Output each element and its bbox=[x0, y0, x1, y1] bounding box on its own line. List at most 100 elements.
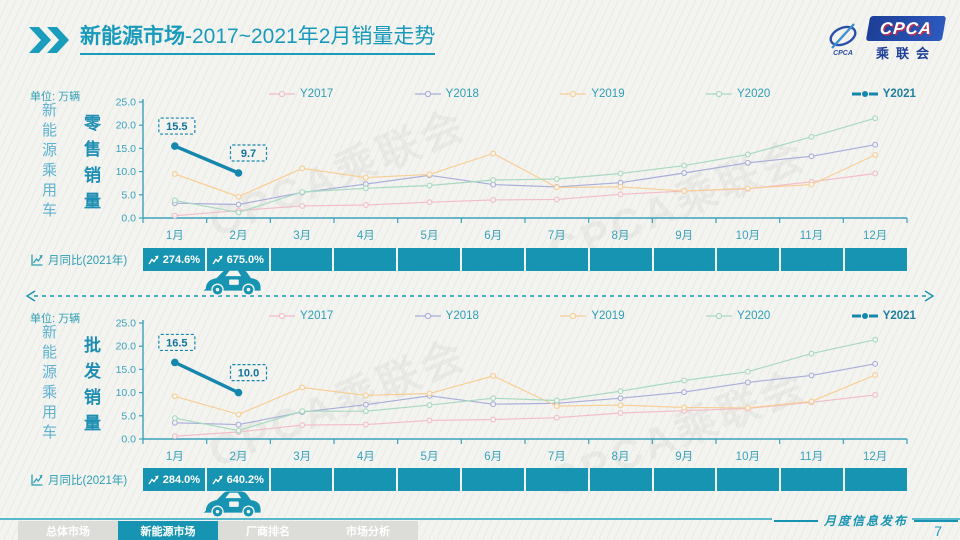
data-point-Y2020 bbox=[490, 177, 497, 183]
x-tick-label: 8月 bbox=[612, 451, 630, 463]
data-point-Y2019 bbox=[299, 165, 306, 172]
data-point-Y2020 bbox=[171, 415, 178, 422]
y-tick-label: 15.0 bbox=[116, 143, 137, 155]
series-line-Y2019 bbox=[174, 152, 876, 198]
measure-label-retail: 零售销量 bbox=[81, 114, 100, 218]
data-point-Y2017 bbox=[553, 196, 560, 203]
y-tick-label: 25.0 bbox=[116, 318, 137, 330]
data-point-Y2017 bbox=[362, 202, 369, 208]
data-point-Y2021 bbox=[171, 358, 179, 367]
data-point-Y2017 bbox=[299, 202, 306, 209]
cpca-logo-box: CPCA bbox=[865, 16, 947, 41]
data-label: 15.5 bbox=[166, 121, 187, 133]
yoy-label-text: 月同比(2021年) bbox=[48, 475, 128, 487]
trend-up-icon bbox=[148, 475, 159, 484]
legend-label: Y2021 bbox=[882, 310, 916, 322]
page-title-bold: 新能源市场 bbox=[80, 25, 185, 48]
cpca-swoosh-icon bbox=[829, 23, 857, 49]
data-point-Y2019 bbox=[808, 398, 815, 405]
header: 新能源市场-2017~2021年2月销量走势 bbox=[28, 24, 436, 56]
yoy-cell bbox=[717, 248, 780, 271]
footer-tab-3[interactable]: 厂商排名 bbox=[246, 525, 290, 538]
footer-tab-4[interactable]: 市场分析 bbox=[346, 525, 390, 538]
x-tick-label: 12月 bbox=[863, 451, 887, 463]
trend-up-icon bbox=[148, 255, 159, 264]
data-point-Y2019 bbox=[617, 402, 624, 409]
footer-tab-1[interactable]: 总体市场 bbox=[46, 525, 90, 538]
unit-label-wholesale: 单位: 万辆 bbox=[30, 313, 81, 325]
legend-swatch-Y2021 bbox=[851, 313, 878, 319]
data-point-Y2018 bbox=[681, 389, 688, 396]
trend-up-icon bbox=[211, 255, 223, 264]
data-point-Y2018 bbox=[235, 421, 242, 428]
data-point-Y2020 bbox=[617, 170, 624, 177]
yoy-cell bbox=[398, 468, 461, 491]
data-point-Y2019 bbox=[299, 384, 306, 391]
x-tick-label: 9月 bbox=[675, 451, 693, 463]
data-point-Y2017 bbox=[617, 410, 624, 416]
yoy-cell bbox=[781, 468, 844, 491]
footer-divider bbox=[0, 518, 772, 520]
legend-label: Y2021 bbox=[882, 88, 916, 100]
data-point-Y2018 bbox=[872, 141, 879, 148]
yoy-cell bbox=[717, 468, 780, 491]
legend-swatch-Y2019 bbox=[560, 312, 587, 320]
data-point-Y2019 bbox=[553, 403, 560, 410]
page-number: 7 bbox=[934, 523, 942, 539]
footer-tab-2[interactable]: 新能源市场 bbox=[118, 521, 218, 540]
legend-item-Y2017: Y2017 bbox=[268, 310, 333, 322]
yoy-cell: 675.0% bbox=[206, 248, 269, 271]
data-point-Y2019 bbox=[426, 171, 433, 178]
data-point-Y2019 bbox=[681, 404, 688, 411]
y-tick-label: 20.0 bbox=[116, 341, 137, 353]
retail-line-chart: 25.0 20.0 15.0 10.0 5.0 0.0 1月 2月 3月 4月 5月 6月 7月 8月 9月… bbox=[116, 97, 908, 242]
data-label-box bbox=[158, 333, 196, 352]
data-point-Y2018 bbox=[362, 401, 369, 408]
data-point-Y2020 bbox=[872, 115, 879, 122]
publication-text: 月度信息发布 bbox=[823, 514, 908, 528]
trend-chart-icon bbox=[31, 254, 43, 266]
data-point-Y2021 bbox=[234, 169, 243, 177]
yoy-cell: 640.2% bbox=[206, 468, 269, 491]
data-point-Y2019 bbox=[744, 185, 751, 192]
data-point-Y2018 bbox=[872, 360, 879, 367]
yoy-value: 284.0% bbox=[162, 473, 201, 486]
wholesale-line-chart: 25.0 20.0 15.0 10.0 5.0 0.0 1月 2月 3月 4月 5月 6月 7月 8月 9月… bbox=[116, 318, 908, 463]
legend-swatch-Y2017 bbox=[269, 312, 295, 320]
data-label: 16.5 bbox=[166, 337, 187, 349]
group-label-wholesale: 新能源乘用车 bbox=[40, 324, 57, 444]
data-point-Y2020 bbox=[553, 176, 560, 182]
data-label-box bbox=[158, 117, 196, 135]
legend-swatch-Y2017 bbox=[269, 90, 295, 98]
yoy-cell bbox=[525, 248, 588, 271]
data-point-Y2020 bbox=[235, 427, 242, 434]
y-tick-label: 5.0 bbox=[121, 410, 136, 422]
car-icon bbox=[203, 491, 261, 518]
legend-swatch-Y2020 bbox=[706, 90, 733, 98]
data-point-Y2018 bbox=[490, 401, 497, 408]
data-point-Y2017 bbox=[553, 414, 560, 421]
data-label-box bbox=[229, 144, 268, 162]
measure-label-wholesale: 批发销量 bbox=[81, 336, 100, 440]
x-tick-label: 2月 bbox=[230, 230, 248, 242]
yoy-label-wholesale: 月同比(2021年) bbox=[30, 472, 127, 488]
data-point-Y2018 bbox=[681, 170, 688, 176]
data-point-Y2021 bbox=[234, 388, 243, 397]
data-point-Y2017 bbox=[426, 199, 433, 206]
yoy-cell bbox=[462, 468, 524, 491]
data-point-Y2017 bbox=[617, 191, 624, 198]
publication-label: 月度信息发布 bbox=[773, 512, 958, 529]
yoy-cell bbox=[525, 468, 588, 491]
x-tick-label: 11月 bbox=[800, 451, 823, 463]
y-tick-label: 10.0 bbox=[116, 387, 137, 399]
yoy-cell bbox=[334, 468, 397, 491]
data-point-Y2017 bbox=[490, 196, 497, 203]
publication-rule-left bbox=[773, 519, 818, 522]
x-tick-label: 3月 bbox=[293, 230, 311, 242]
yoy-label-retail: 月同比(2021年) bbox=[30, 252, 127, 268]
x-tick-label: 10月 bbox=[736, 451, 760, 463]
data-point-Y2020 bbox=[681, 377, 688, 384]
data-point-Y2020 bbox=[171, 197, 178, 204]
y-tick-label: 20.0 bbox=[116, 120, 137, 132]
